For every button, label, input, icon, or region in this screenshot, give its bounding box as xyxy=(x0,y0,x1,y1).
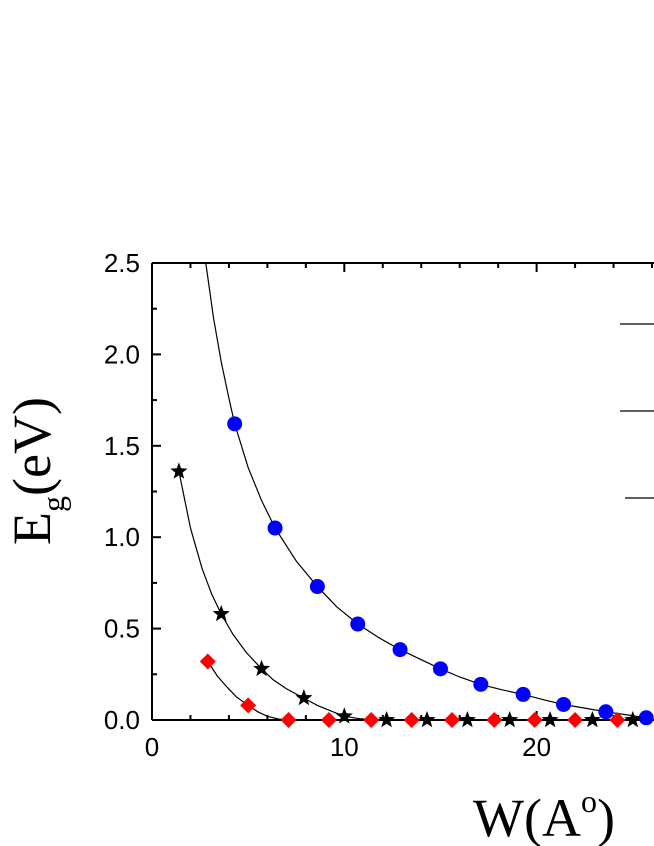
y-axis-title-sub: g xyxy=(35,496,71,512)
diamond-point xyxy=(567,712,584,728)
y-tick-label: 2.0 xyxy=(104,339,140,369)
y-axis-title-rest: (eV) xyxy=(2,397,62,496)
tick-labels: 0 10 20 0.0 0.5 1.0 1.5 2.0 2.5 xyxy=(104,248,551,762)
circle-point xyxy=(392,642,408,658)
y-axis-title-main: E xyxy=(2,512,62,545)
x-axis-title: W(Ao) xyxy=(473,783,615,846)
diamond-point xyxy=(526,712,543,728)
y-tick-label: 0.5 xyxy=(104,614,140,644)
star-point xyxy=(170,462,188,479)
star-point xyxy=(501,711,519,728)
series-diamond-curve xyxy=(207,661,652,721)
diamond-point xyxy=(444,712,460,728)
diamond-point xyxy=(240,697,257,714)
diamond-point xyxy=(403,712,420,728)
y-tick-label: 2.5 xyxy=(104,248,140,278)
diamond-point xyxy=(320,712,337,728)
x-axis-title-main: W(A xyxy=(473,788,581,846)
x-axis-title-close: ) xyxy=(597,788,615,846)
star-point xyxy=(458,711,476,728)
circle-point xyxy=(515,686,531,702)
series-star-curve xyxy=(178,471,652,721)
diamond-point xyxy=(363,712,380,728)
star-point xyxy=(378,711,396,728)
star-point xyxy=(418,711,436,728)
y-tick-label: 0.0 xyxy=(104,705,140,735)
star-point xyxy=(295,689,313,706)
diamond-point xyxy=(280,712,297,728)
diamond-point xyxy=(486,712,503,728)
circle-point xyxy=(556,696,572,712)
data-markers xyxy=(170,416,654,728)
x-axis-title-sup: o xyxy=(581,783,597,819)
x-tick-label: 0 xyxy=(145,732,159,762)
circle-point xyxy=(227,416,243,432)
star-point xyxy=(541,711,559,728)
circle-point xyxy=(309,579,325,595)
fit-curves xyxy=(178,263,653,721)
y-tick-label: 1.5 xyxy=(104,431,140,461)
series-circle-curve xyxy=(205,263,653,720)
legend xyxy=(620,323,654,499)
circle-point xyxy=(432,661,448,677)
circle-point xyxy=(473,676,489,692)
y-axis-title: Eg(eV) xyxy=(2,397,71,545)
x-tick-label: 20 xyxy=(522,732,551,762)
star-point xyxy=(624,711,642,728)
circle-point xyxy=(267,520,283,536)
circle-point xyxy=(598,704,614,720)
star-point xyxy=(335,707,353,724)
circle-point xyxy=(638,710,654,726)
star-point xyxy=(212,605,230,622)
circle-point xyxy=(350,616,366,632)
diamond-point xyxy=(199,653,216,670)
star-point xyxy=(253,659,271,677)
diamond-point xyxy=(609,712,626,728)
star-point xyxy=(583,711,601,728)
x-tick-label: 10 xyxy=(330,732,359,762)
y-tick-label: 1.0 xyxy=(104,522,140,552)
